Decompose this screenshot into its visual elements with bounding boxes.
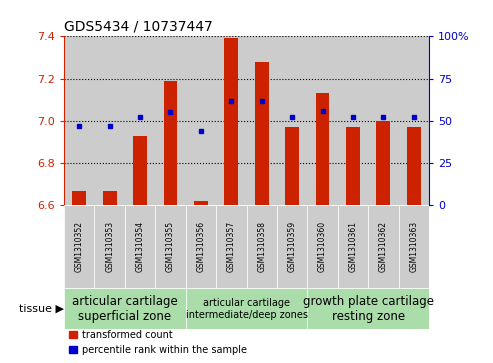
Text: GSM1310358: GSM1310358 — [257, 221, 266, 272]
Bar — [368, 36, 398, 205]
Bar — [224, 38, 238, 205]
Bar — [186, 36, 216, 205]
Bar — [194, 201, 208, 205]
Legend: transformed count, percentile rank within the sample: transformed count, percentile rank withi… — [69, 330, 246, 355]
Text: GSM1310354: GSM1310354 — [136, 221, 144, 272]
Bar — [377, 121, 390, 205]
Bar — [186, 205, 216, 288]
Bar — [368, 205, 398, 288]
Text: articular cartilage
superficial zone: articular cartilage superficial zone — [72, 295, 178, 323]
Bar — [277, 205, 307, 288]
Bar — [346, 127, 360, 205]
Text: GSM1310355: GSM1310355 — [166, 221, 175, 272]
Text: GSM1310353: GSM1310353 — [105, 221, 114, 272]
Bar — [307, 205, 338, 288]
Bar — [398, 36, 429, 205]
Bar — [316, 93, 329, 205]
Bar — [338, 36, 368, 205]
Text: GDS5434 / 10737447: GDS5434 / 10737447 — [64, 20, 213, 34]
Bar — [64, 288, 186, 330]
Text: tissue ▶: tissue ▶ — [19, 304, 64, 314]
Bar — [255, 62, 269, 205]
Text: GSM1310363: GSM1310363 — [409, 221, 418, 272]
Text: GSM1310357: GSM1310357 — [227, 221, 236, 272]
Bar — [216, 205, 246, 288]
Bar — [307, 36, 338, 205]
Bar — [277, 36, 307, 205]
Bar — [95, 205, 125, 288]
Bar — [103, 191, 116, 205]
Bar — [186, 288, 307, 330]
Text: GSM1310356: GSM1310356 — [196, 221, 206, 272]
Text: GSM1310352: GSM1310352 — [75, 221, 84, 272]
Bar — [216, 36, 246, 205]
Text: GSM1310361: GSM1310361 — [349, 221, 357, 272]
Bar — [338, 205, 368, 288]
Bar — [125, 36, 155, 205]
Text: GSM1310360: GSM1310360 — [318, 221, 327, 272]
Bar — [125, 205, 155, 288]
Bar — [72, 191, 86, 205]
Bar — [407, 127, 421, 205]
Bar — [64, 205, 95, 288]
Text: growth plate cartilage
resting zone: growth plate cartilage resting zone — [303, 295, 434, 323]
Text: GSM1310359: GSM1310359 — [287, 221, 297, 272]
Bar — [246, 36, 277, 205]
Bar — [133, 136, 147, 205]
Bar — [307, 288, 429, 330]
Text: articular cartilage
intermediate/deep zones: articular cartilage intermediate/deep zo… — [185, 298, 308, 319]
Text: GSM1310362: GSM1310362 — [379, 221, 388, 272]
Bar — [246, 205, 277, 288]
Bar — [155, 36, 186, 205]
Bar — [95, 36, 125, 205]
Bar — [285, 127, 299, 205]
Bar — [164, 81, 177, 205]
Bar — [398, 205, 429, 288]
Bar — [155, 205, 186, 288]
Bar — [64, 36, 95, 205]
